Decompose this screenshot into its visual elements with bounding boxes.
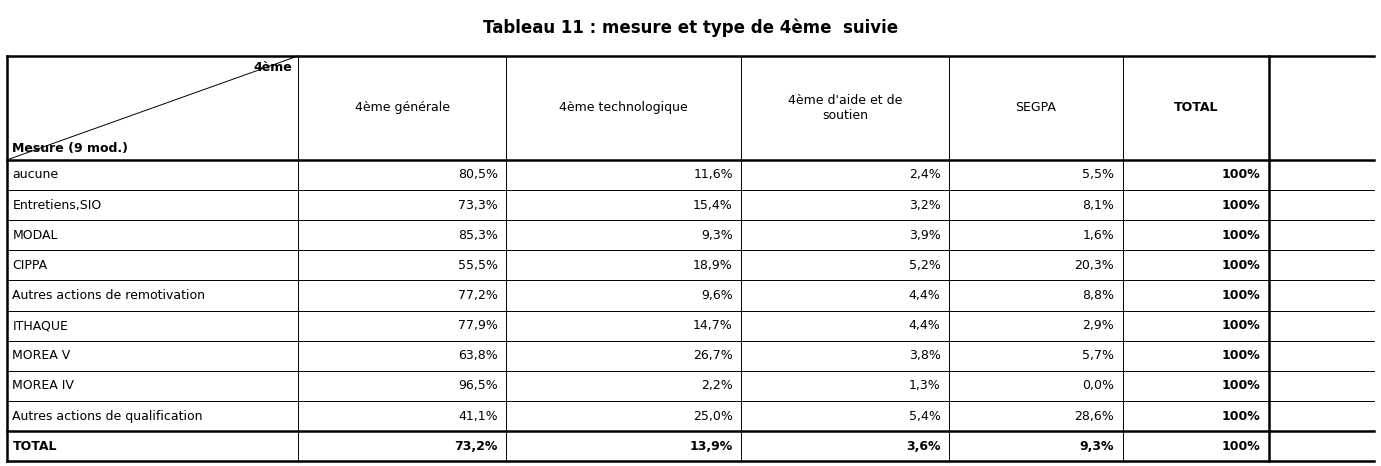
Text: Autres actions de qualification: Autres actions de qualification (12, 410, 203, 423)
Text: 77,2%: 77,2% (457, 289, 497, 302)
Text: 55,5%: 55,5% (457, 259, 497, 272)
Text: 9,6%: 9,6% (702, 289, 733, 302)
Text: 13,9%: 13,9% (689, 440, 733, 453)
Text: 100%: 100% (1222, 410, 1261, 423)
Text: SEGPA: SEGPA (1015, 102, 1056, 115)
Text: 9,3%: 9,3% (702, 229, 733, 242)
Text: 5,5%: 5,5% (1083, 169, 1114, 181)
Text: aucune: aucune (12, 169, 58, 181)
Text: CIPPA: CIPPA (12, 259, 47, 272)
Text: 85,3%: 85,3% (457, 229, 497, 242)
Text: 63,8%: 63,8% (458, 350, 497, 363)
Text: 20,3%: 20,3% (1074, 259, 1114, 272)
Text: 3,2%: 3,2% (909, 199, 940, 212)
Text: 100%: 100% (1222, 440, 1261, 453)
Text: 96,5%: 96,5% (458, 379, 497, 392)
Text: 4ème d'aide et de
soutien: 4ème d'aide et de soutien (787, 94, 902, 122)
Text: 100%: 100% (1222, 289, 1261, 302)
Text: MOREA IV: MOREA IV (12, 379, 75, 392)
Text: 4,4%: 4,4% (909, 289, 940, 302)
Text: 28,6%: 28,6% (1074, 410, 1114, 423)
Text: 100%: 100% (1222, 259, 1261, 272)
Text: 100%: 100% (1222, 350, 1261, 363)
Text: 8,1%: 8,1% (1083, 199, 1114, 212)
Text: 4ème: 4ème (254, 61, 293, 74)
Text: 100%: 100% (1222, 169, 1261, 181)
Text: Autres actions de remotivation: Autres actions de remotivation (12, 289, 206, 302)
Text: 18,9%: 18,9% (693, 259, 733, 272)
Text: 2,4%: 2,4% (909, 169, 940, 181)
Text: 14,7%: 14,7% (693, 319, 733, 332)
Text: 41,1%: 41,1% (458, 410, 497, 423)
Text: 2,2%: 2,2% (702, 379, 733, 392)
Text: 73,2%: 73,2% (454, 440, 497, 453)
Text: 26,7%: 26,7% (693, 350, 733, 363)
Text: 100%: 100% (1222, 379, 1261, 392)
Text: 4,4%: 4,4% (909, 319, 940, 332)
Text: 80,5%: 80,5% (457, 169, 497, 181)
Text: 5,4%: 5,4% (909, 410, 940, 423)
Text: 77,9%: 77,9% (457, 319, 497, 332)
Text: 11,6%: 11,6% (693, 169, 733, 181)
Text: 100%: 100% (1222, 199, 1261, 212)
Text: Mesure (9 mod.): Mesure (9 mod.) (12, 142, 128, 155)
Text: 9,3%: 9,3% (1080, 440, 1114, 453)
Text: 5,2%: 5,2% (909, 259, 940, 272)
Text: 15,4%: 15,4% (693, 199, 733, 212)
Text: MOREA V: MOREA V (12, 350, 70, 363)
Text: 25,0%: 25,0% (693, 410, 733, 423)
Text: TOTAL: TOTAL (12, 440, 57, 453)
Text: Entretiens,SIO: Entretiens,SIO (12, 199, 102, 212)
Text: 73,3%: 73,3% (458, 199, 497, 212)
Text: 3,8%: 3,8% (909, 350, 940, 363)
Text: 1,6%: 1,6% (1083, 229, 1114, 242)
Text: 8,8%: 8,8% (1083, 289, 1114, 302)
Text: Tableau 11 : mesure et type de 4ème  suivie: Tableau 11 : mesure et type de 4ème suiv… (483, 19, 898, 37)
Text: 5,7%: 5,7% (1083, 350, 1114, 363)
Text: 100%: 100% (1222, 319, 1261, 332)
Text: 2,9%: 2,9% (1083, 319, 1114, 332)
Text: 3,9%: 3,9% (909, 229, 940, 242)
Text: 1,3%: 1,3% (909, 379, 940, 392)
Text: 3,6%: 3,6% (906, 440, 940, 453)
Text: 100%: 100% (1222, 229, 1261, 242)
Text: 4ème technologique: 4ème technologique (559, 102, 688, 115)
Text: 4ème générale: 4ème générale (355, 102, 450, 115)
Text: TOTAL: TOTAL (1174, 102, 1218, 115)
Text: MODAL: MODAL (12, 229, 58, 242)
Text: ITHAQUE: ITHAQUE (12, 319, 68, 332)
Text: 0,0%: 0,0% (1083, 379, 1114, 392)
